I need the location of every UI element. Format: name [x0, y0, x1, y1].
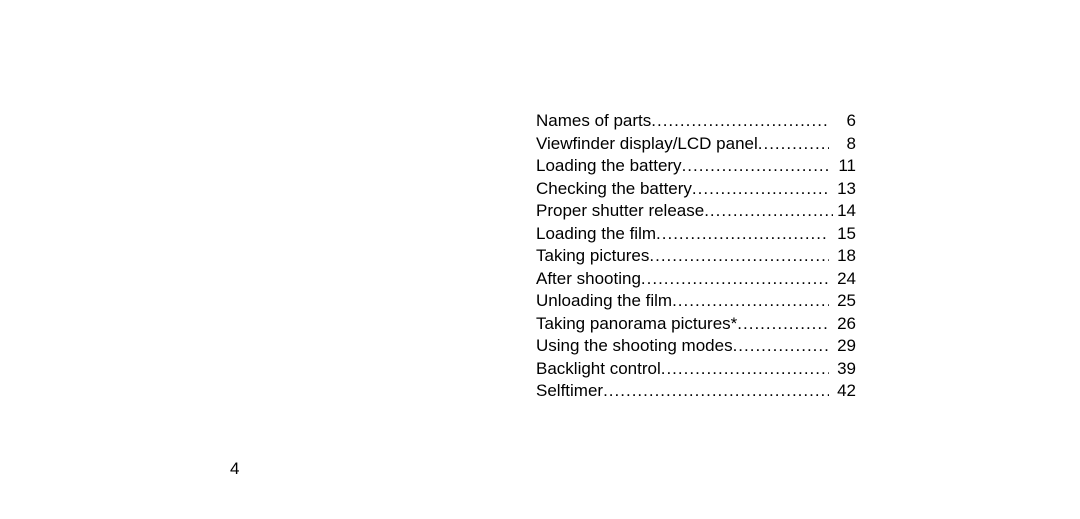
toc-entry-page: 13 — [833, 178, 856, 201]
toc-dot-leader — [649, 245, 829, 268]
manual-page: Names of parts 6Viewfinder display/LCD p… — [0, 0, 1080, 519]
table-of-contents: Names of parts 6Viewfinder display/LCD p… — [536, 110, 856, 403]
toc-entry: Taking pictures 18 — [536, 245, 856, 268]
toc-entry: Proper shutter release 14 — [536, 200, 856, 223]
toc-dot-leader — [641, 268, 829, 291]
toc-dot-leader — [672, 290, 829, 313]
toc-dot-leader — [733, 335, 830, 358]
toc-dot-leader — [656, 223, 829, 246]
page-number: 4 — [230, 459, 239, 479]
toc-entry-title: Checking the battery — [536, 178, 692, 201]
toc-entry-title: After shooting — [536, 268, 641, 291]
toc-entry-page: 18 — [833, 245, 856, 268]
toc-entry-title: Loading the battery — [536, 155, 682, 178]
toc-entry-page: 8 — [833, 133, 856, 156]
toc-entry-page: 11 — [833, 155, 856, 178]
toc-entry-page: 29 — [833, 335, 856, 358]
toc-entry: Loading the film 15 — [536, 223, 856, 246]
toc-entry: Taking panorama pictures* 26 — [536, 313, 856, 336]
toc-entry-page: 42 — [833, 380, 856, 403]
toc-entry-title: Taking panorama pictures* — [536, 313, 737, 336]
toc-dot-leader — [758, 133, 829, 156]
toc-entry-title: Proper shutter release — [536, 200, 704, 223]
toc-entry-page: 14 — [833, 200, 856, 223]
toc-entry-title: Selftimer — [536, 380, 603, 403]
toc-entry-title: Using the shooting modes — [536, 335, 733, 358]
toc-entry-page: 15 — [833, 223, 856, 246]
toc-dot-leader — [682, 155, 830, 178]
toc-entry-title: Backlight control — [536, 358, 661, 381]
toc-entry-page: 25 — [833, 290, 856, 313]
toc-entry-page: 6 — [833, 110, 856, 133]
toc-entry: Loading the battery 11 — [536, 155, 856, 178]
toc-dot-leader — [603, 380, 829, 403]
toc-entry: Viewfinder display/LCD panel 8 — [536, 133, 856, 156]
toc-entry-title: Taking pictures — [536, 245, 649, 268]
toc-entry-page: 26 — [833, 313, 856, 336]
toc-entry: Backlight control 39 — [536, 358, 856, 381]
toc-entry-page: 24 — [833, 268, 856, 291]
toc-dot-leader — [737, 313, 829, 336]
toc-entry-title: Names of parts — [536, 110, 651, 133]
toc-entry-title: Viewfinder display/LCD panel — [536, 133, 758, 156]
toc-entry: Unloading the film 25 — [536, 290, 856, 313]
toc-dot-leader — [692, 178, 829, 201]
toc-entry: After shooting 24 — [536, 268, 856, 291]
toc-entry: Names of parts 6 — [536, 110, 856, 133]
toc-dot-leader — [661, 358, 829, 381]
toc-entry-title: Loading the film — [536, 223, 656, 246]
toc-entry-page: 39 — [833, 358, 856, 381]
toc-dot-leader — [704, 200, 833, 223]
toc-entry: Using the shooting modes 29 — [536, 335, 856, 358]
toc-dot-leader — [651, 110, 829, 133]
toc-entry: Selftimer 42 — [536, 380, 856, 403]
toc-entry-title: Unloading the film — [536, 290, 672, 313]
toc-entry: Checking the battery 13 — [536, 178, 856, 201]
